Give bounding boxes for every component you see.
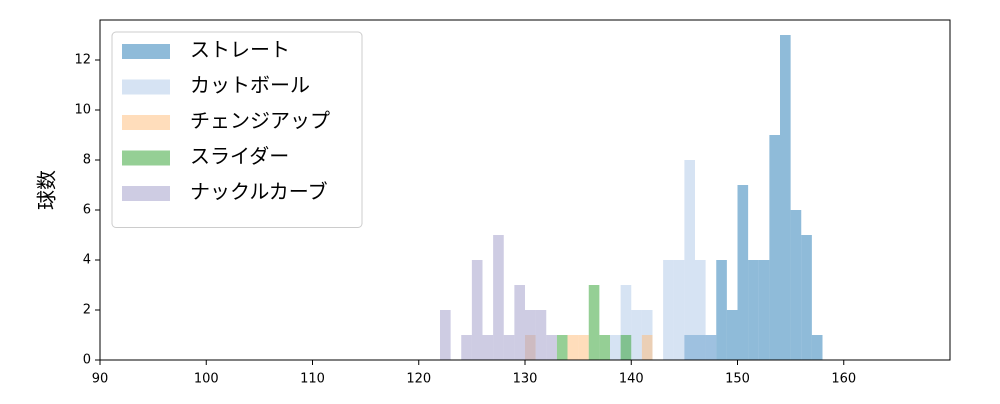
bar — [503, 335, 515, 360]
y-tick-label: 6 — [83, 203, 91, 218]
y-tick-label: 10 — [74, 103, 91, 118]
bar — [641, 335, 653, 360]
x-tick-label: 140 — [619, 372, 644, 387]
legend-swatch — [122, 44, 170, 59]
bar — [631, 310, 642, 360]
legend-swatch — [122, 150, 170, 166]
y-tick-label: 4 — [83, 253, 91, 268]
y-tick-label: 2 — [83, 303, 91, 318]
bar — [801, 235, 812, 360]
bar — [790, 210, 802, 360]
y-axis-label: 球数 — [35, 170, 59, 210]
y-tick-label: 8 — [83, 153, 91, 168]
bar — [716, 260, 727, 360]
x-tick-label: 130 — [513, 372, 538, 387]
bar — [726, 310, 738, 360]
legend-label: ナックルカーブ — [190, 180, 328, 204]
legend-swatch — [122, 115, 170, 130]
bar — [684, 160, 695, 360]
bar — [440, 310, 451, 360]
bar — [620, 285, 632, 360]
bar — [811, 335, 823, 360]
bar — [546, 335, 557, 360]
bar — [556, 335, 568, 360]
legend-swatch — [122, 186, 170, 201]
bar — [588, 285, 600, 360]
bar — [748, 260, 759, 360]
legend-label: ストレート — [190, 38, 290, 62]
x-tick-label: 100 — [194, 372, 219, 387]
y-tick-label: 12 — [74, 53, 91, 68]
legend-label: チェンジアップ — [190, 109, 330, 133]
bar — [663, 260, 674, 360]
bar — [673, 260, 685, 360]
bar — [620, 335, 632, 360]
bar — [769, 135, 780, 360]
bar — [695, 260, 706, 360]
bar — [578, 335, 589, 360]
x-tick-label: 90 — [92, 372, 109, 387]
bar — [525, 310, 536, 360]
bar — [514, 285, 525, 360]
bar — [535, 310, 547, 360]
bar — [493, 235, 504, 360]
legend-box — [111, 31, 363, 228]
bar — [471, 260, 483, 360]
bar — [567, 335, 579, 360]
bar — [461, 335, 472, 360]
bar — [610, 335, 621, 360]
legend-label: スライダー — [190, 144, 289, 168]
x-tick-label: 150 — [725, 372, 750, 387]
bar — [705, 335, 717, 360]
x-tick-label: 160 — [831, 372, 856, 387]
x-tick-label: 120 — [406, 372, 431, 387]
y-tick-label: 0 — [83, 353, 91, 368]
bar — [737, 185, 749, 360]
legend-swatch — [122, 79, 170, 95]
bar — [758, 260, 770, 360]
bar — [482, 335, 494, 360]
legend-label: カットボール — [190, 73, 310, 97]
x-tick-label: 110 — [300, 372, 325, 387]
bar — [780, 35, 791, 360]
bar — [599, 335, 610, 360]
